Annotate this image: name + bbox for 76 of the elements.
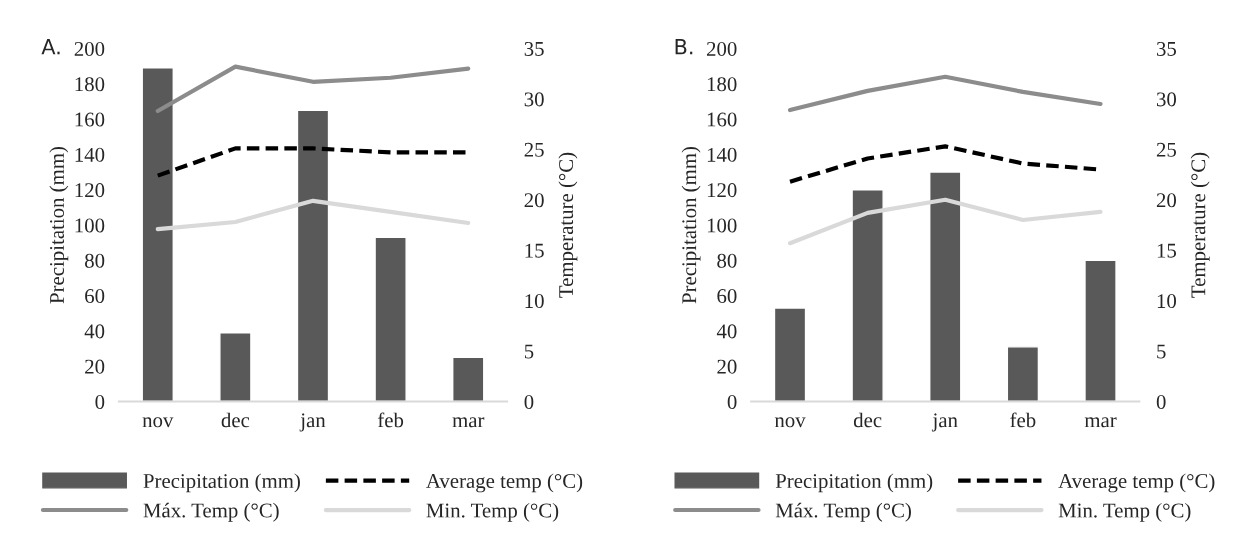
y2-tick-label: 35 [524,41,544,56]
y-tick-label: 160 [75,112,105,127]
y-tick-label: 200 [706,41,737,56]
x-tick-label: dec [221,412,250,428]
y2-tick-label: 5 [1157,344,1166,359]
x-tick-label: feb [377,412,404,428]
legend-label: Precipitation (mm) [143,473,300,493]
line-series [155,198,471,232]
y2-tick-label: 30 [524,92,544,107]
bar [1006,346,1040,402]
bar [374,236,407,402]
y-axis-title: Precipitation (mm) [681,146,701,304]
y-tick-label: 160 [707,112,737,127]
y-tick-label: 40 [84,324,105,339]
y-tick-label: 40 [716,324,737,339]
bar [219,332,252,402]
chart-title: B. [675,39,693,55]
y2-tick-label: 15 [525,243,544,258]
chart-title: A. [41,39,60,55]
x-tick-label: mar [1084,417,1117,428]
x-tick-label: nov [774,417,806,428]
x-tick-label: dec [853,412,882,428]
y2-tick-label: 30 [1156,92,1177,107]
y2-tick-label: 0 [524,394,534,409]
y-tick-label: 120 [707,183,737,198]
y-tick-label: 60 [85,289,105,304]
y2-tick-label: 5 [524,344,534,359]
y2-axis-title: Temperature (°C) [1190,152,1210,298]
y2-tick-label: 25 [1156,142,1177,157]
bar [929,171,962,402]
bar [851,189,884,402]
legend-label: Average temp (°C) [1058,473,1215,493]
y2-tick-label: 10 [1157,294,1177,309]
y2-tick-label: 35 [1156,41,1177,56]
x-tick-label: feb [1010,412,1036,428]
bar [296,109,330,402]
legend-label: Min. Temp (°C) [426,502,559,522]
line-series [787,74,1103,113]
y-tick-label: 200 [74,41,105,56]
y2-axis-title: Temperature (°C) [558,152,578,298]
bar [141,67,174,402]
y-tick-label: 20 [717,359,737,374]
y-tick-label: 100 [75,218,105,233]
y-tick-label: 120 [75,183,105,198]
legend-label: Average temp (°C) [426,473,583,493]
y-tick-label: 0 [727,394,737,409]
legend-label: Máx. Temp (°C) [143,502,279,522]
y2-tick-label: 0 [1156,394,1166,409]
y-tick-label: 180 [707,77,737,92]
line-series [155,64,471,114]
y-tick-label: 180 [75,77,105,92]
y-axis-title: Precipitation (mm) [49,146,69,304]
legend-label: Precipitation (mm) [775,473,933,493]
y-tick-label: 0 [95,394,105,409]
y-tick-label: 60 [717,289,737,304]
legend-label: Máx. Temp (°C) [775,502,911,522]
x-tick-label: jan [299,413,326,432]
y-tick-label: 140 [75,147,105,162]
y-tick-label: 140 [707,147,737,162]
bar [773,307,807,402]
bar [452,356,485,402]
x-tick-label: jan [931,413,958,432]
y-tick-label: 20 [85,359,105,374]
line-series [787,197,1103,246]
y-tick-label: 80 [717,253,737,268]
y2-tick-label: 25 [524,142,544,157]
x-tick-label: mar [452,417,485,428]
y2-tick-label: 15 [1157,243,1177,258]
bar [1084,259,1117,402]
y2-tick-label: 20 [524,193,544,208]
y2-tick-label: 10 [525,294,544,309]
legend-label: Min. Temp (°C) [1058,502,1191,522]
y-tick-label: 100 [707,218,737,233]
x-tick-label: nov [142,417,174,428]
y2-tick-label: 20 [1156,193,1177,208]
y-tick-label: 80 [85,253,105,268]
